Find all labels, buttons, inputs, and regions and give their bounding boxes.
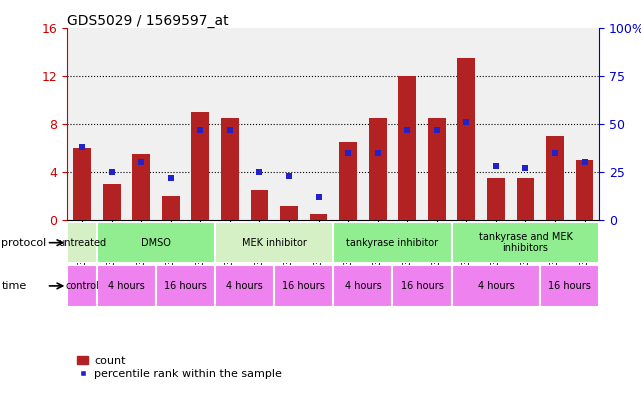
Bar [451, 222, 599, 263]
Bar [517, 178, 535, 220]
Bar [103, 184, 121, 220]
Legend: count, percentile rank within the sample: count, percentile rank within the sample [73, 351, 287, 384]
Bar [540, 265, 599, 307]
Text: 16 hours: 16 hours [164, 281, 207, 291]
Bar [392, 265, 451, 307]
Text: tankyrase inhibitor: tankyrase inhibitor [346, 238, 438, 248]
Text: 4 hours: 4 hours [344, 281, 381, 291]
Text: protocol: protocol [1, 238, 47, 248]
Bar [156, 265, 215, 307]
Bar [339, 142, 357, 220]
Bar [458, 58, 475, 220]
Text: DMSO: DMSO [141, 238, 171, 248]
Text: 16 hours: 16 hours [401, 281, 444, 291]
Text: 4 hours: 4 hours [108, 281, 145, 291]
Text: 4 hours: 4 hours [478, 281, 514, 291]
Text: control: control [65, 281, 99, 291]
Text: time: time [1, 281, 26, 291]
Bar [487, 178, 504, 220]
Bar [451, 265, 540, 307]
Bar [546, 136, 564, 220]
Bar [162, 196, 179, 220]
Bar [369, 118, 387, 220]
Bar [97, 265, 156, 307]
Text: untreated: untreated [58, 238, 106, 248]
Bar [67, 222, 97, 263]
Text: 4 hours: 4 hours [226, 281, 263, 291]
Text: 16 hours: 16 hours [548, 281, 591, 291]
Bar [132, 154, 150, 220]
Bar [67, 265, 97, 307]
Bar [333, 222, 451, 263]
Text: 16 hours: 16 hours [282, 281, 325, 291]
Bar [97, 222, 215, 263]
Text: GDS5029 / 1569597_at: GDS5029 / 1569597_at [67, 14, 229, 28]
Bar [73, 148, 91, 220]
Bar [576, 160, 594, 220]
Bar [398, 75, 416, 220]
Bar [333, 265, 392, 307]
Bar [221, 118, 238, 220]
Bar [251, 190, 269, 220]
Bar [428, 118, 445, 220]
Bar [215, 222, 333, 263]
Bar [280, 206, 298, 220]
Text: MEK inhibitor: MEK inhibitor [242, 238, 306, 248]
Bar [215, 265, 274, 307]
Bar [192, 112, 209, 220]
Text: tankyrase and MEK
inhibitors: tankyrase and MEK inhibitors [478, 232, 572, 253]
Bar [310, 214, 328, 220]
Bar [274, 265, 333, 307]
